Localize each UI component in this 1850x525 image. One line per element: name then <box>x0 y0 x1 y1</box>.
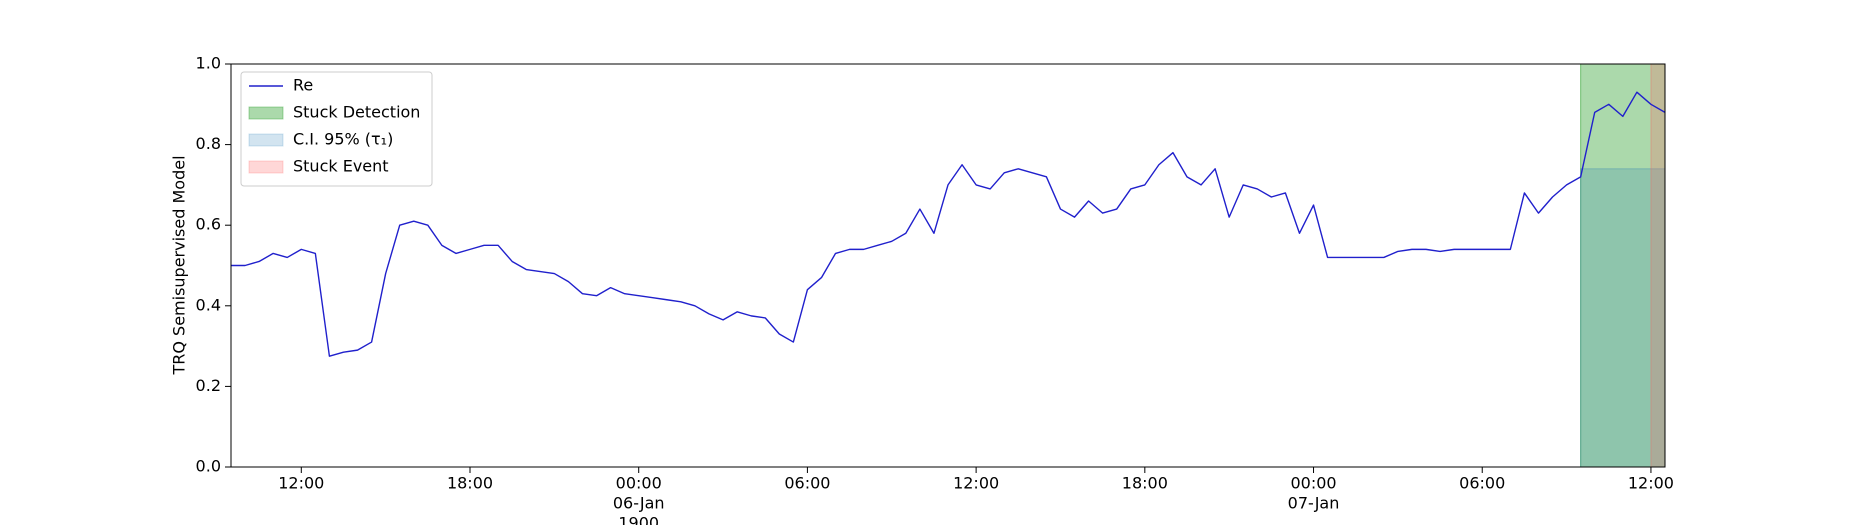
y-tick-label: 0.2 <box>196 376 221 395</box>
x-tick-label: 00:00 <box>1290 474 1336 493</box>
legend-label: C.I. 95% (τ₁) <box>293 130 393 149</box>
legend-patch <box>248 160 284 174</box>
x-tick-label: 06-Jan <box>613 494 665 513</box>
x-tick-label: 00:00 <box>616 474 662 493</box>
legend-frame <box>240 71 433 187</box>
y-tick-label: 0.8 <box>196 134 221 153</box>
x-tick-label: 06:00 <box>784 474 830 493</box>
x-tick-label: 12:00 <box>278 474 324 493</box>
x-tick-label: 18:00 <box>1122 474 1168 493</box>
x-tick-label: 12:00 <box>953 474 999 493</box>
y-tick-label: 0.4 <box>196 295 221 314</box>
x-tick-label: 1900 <box>618 514 659 525</box>
y-tick-label: 1.0 <box>196 54 221 73</box>
span <box>1580 63 1666 468</box>
span <box>1650 63 1666 468</box>
y-axis-label: TRQ Semisupervised Model <box>170 155 189 375</box>
legend-patch <box>248 133 284 147</box>
plot-frame <box>230 63 1666 468</box>
legend-label: Stuck Event <box>293 157 389 176</box>
legend-label: Re <box>293 76 313 95</box>
legend: Re Stuck Detection C.I. 95% (τ₁) Stuck Even… <box>240 71 433 187</box>
x-tick-label: 12:00 <box>1628 474 1674 493</box>
x-tick-label: 07-Jan <box>1288 494 1340 513</box>
legend-label: Stuck Detection <box>293 103 420 122</box>
x-tick-label: 18:00 <box>447 474 493 493</box>
line <box>231 91 1666 357</box>
y-tick-label: 0.6 <box>196 215 221 234</box>
span <box>1580 168 1666 468</box>
legend-patch <box>248 106 284 120</box>
x-tick-label: 06:00 <box>1459 474 1505 493</box>
y-tick-label: 0.0 <box>196 457 221 476</box>
